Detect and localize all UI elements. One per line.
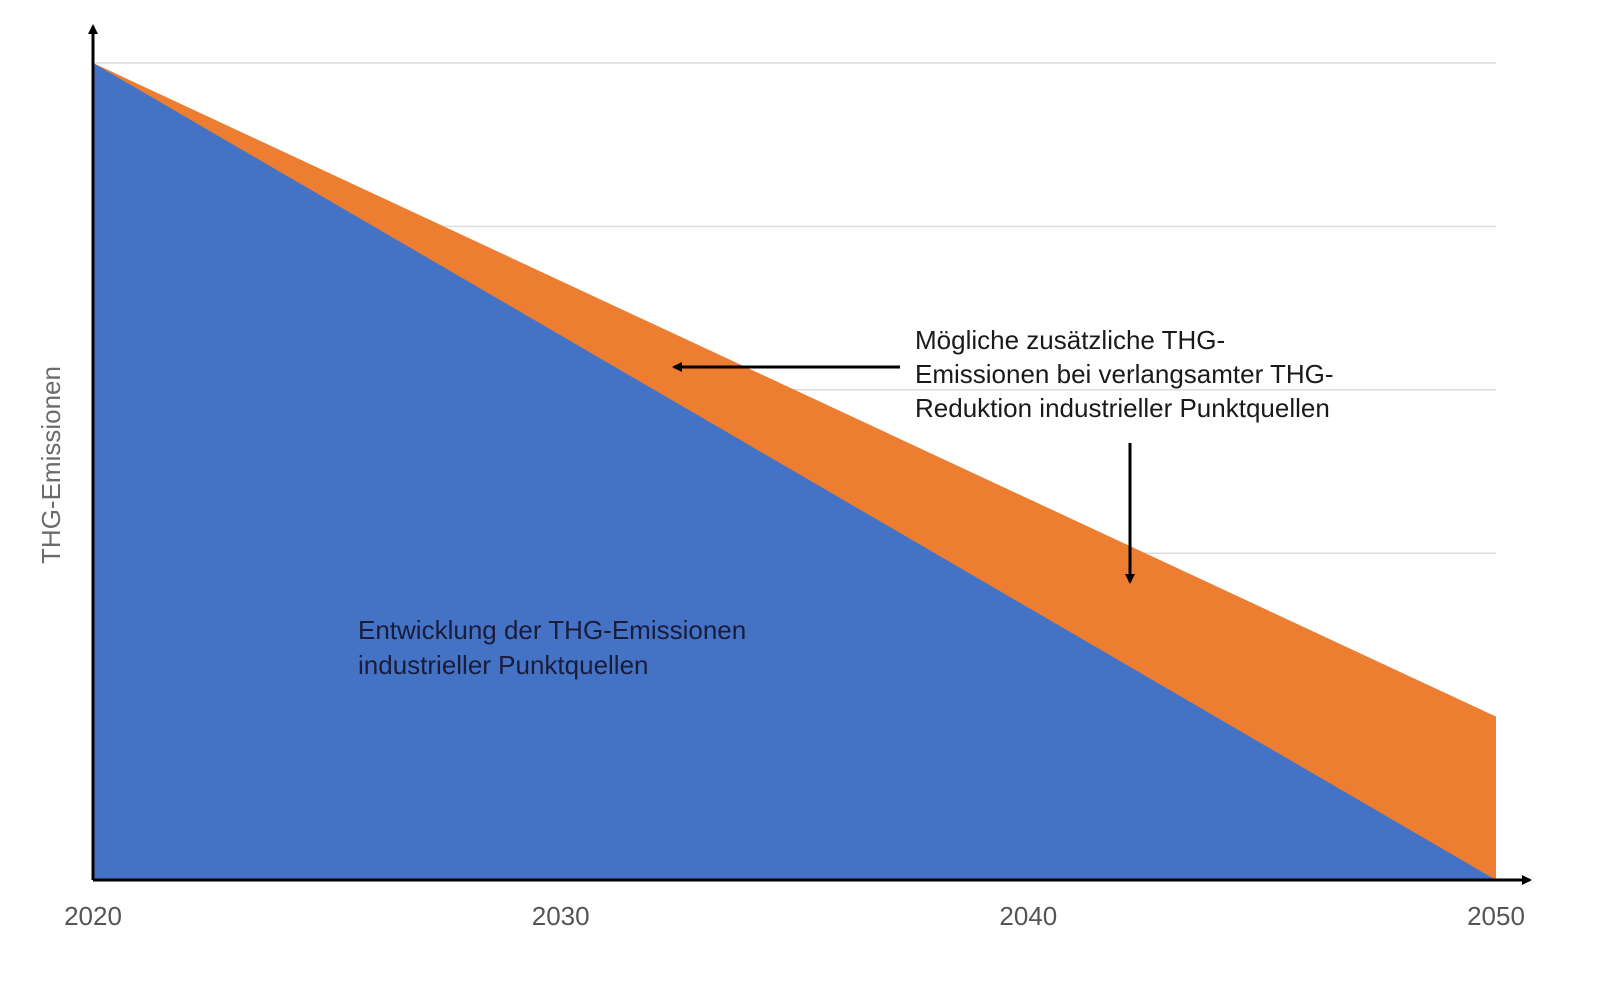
blue-annotation-line-1: Entwicklung der THG-Emissionen <box>358 615 746 645</box>
tick-layer: 2020 2030 2040 2050 <box>64 901 1525 931</box>
x-tick-label-2050: 2050 <box>1467 901 1525 931</box>
x-tick-label-2020: 2020 <box>64 901 122 931</box>
orange-annotation: Mögliche zusätzliche THG- Emissionen bei… <box>672 325 1334 584</box>
y-axis-label: THG-Emissionen <box>36 366 66 564</box>
orange-annotation-line-3: Reduktion industrieller Punktquellen <box>915 393 1330 423</box>
axis-layer <box>88 24 1532 885</box>
area-layer <box>93 63 1496 880</box>
orange-annotation-line-2: Emissionen bei verlangsamter THG- <box>915 359 1334 389</box>
blue-annotation-line-2: industrieller Punktquellen <box>358 650 649 680</box>
orange-annotation-line-1: Mögliche zusätzliche THG- <box>915 325 1225 355</box>
blue-annotation: Entwicklung der THG-Emissionen industrie… <box>358 615 746 680</box>
x-tick-label-2030: 2030 <box>532 901 590 931</box>
area-blue-emissions <box>93 63 1496 880</box>
x-tick-label-2040: 2040 <box>999 901 1057 931</box>
